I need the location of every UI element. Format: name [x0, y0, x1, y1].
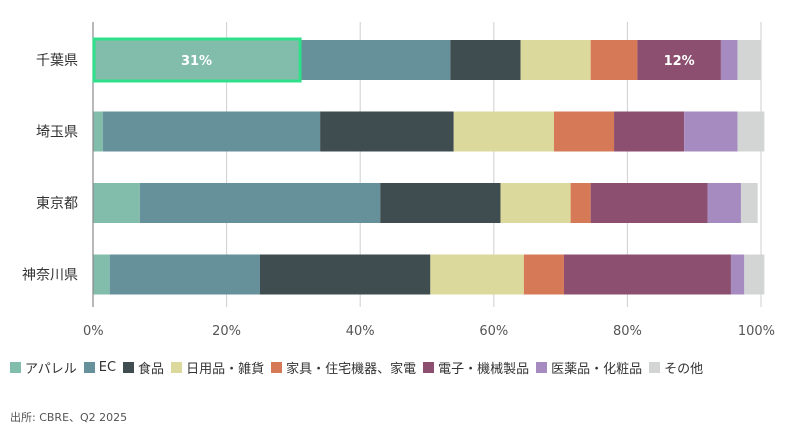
source-note: 出所: CBRE、Q2 2025 — [10, 411, 128, 424]
legend-label: 医薬品・化粧品 — [551, 362, 643, 377]
bar-segment — [320, 111, 454, 152]
bar-segment — [139, 183, 381, 223]
legend-swatch — [423, 362, 435, 373]
legend-item: その他 — [649, 358, 703, 377]
bar-segment — [637, 40, 721, 80]
bar-segment — [103, 111, 321, 152]
bar-segment — [553, 111, 615, 152]
bar-segment — [109, 254, 260, 295]
legend-item: 電子・機械製品 — [423, 358, 529, 377]
legend-swatch — [10, 362, 21, 373]
x-tick-label: 60% — [479, 324, 508, 339]
bar-segment — [684, 111, 738, 152]
x-tick-label: 0% — [83, 324, 104, 339]
x-tick-label: 100% — [738, 324, 775, 339]
x-tick-label: 80% — [613, 324, 642, 339]
bar-segment — [520, 40, 591, 80]
legend-label: アパレル — [25, 362, 77, 377]
legend-label: その他 — [664, 362, 704, 377]
bar-segment — [260, 254, 431, 295]
bar-segment — [430, 254, 524, 295]
legend-swatch — [271, 362, 283, 373]
category-label: 東京都 — [36, 196, 78, 212]
bar-segment — [453, 111, 554, 152]
bar-segment — [93, 183, 140, 223]
bar-segment — [737, 111, 765, 152]
legend-swatch — [649, 362, 661, 373]
legend: アパレル EC 食品 日用品・雑貨 家具・住宅機器、家電 電子・機械製品 医薬品・化粧品 その… — [10, 358, 710, 377]
x-tick-label: 20% — [212, 324, 241, 339]
legend-swatch — [171, 362, 183, 373]
bar-segment — [590, 183, 708, 223]
bar-segment — [744, 254, 765, 295]
data-label: 31% — [181, 54, 212, 69]
category-label: 千葉県 — [36, 53, 78, 69]
bar-segment — [737, 40, 761, 80]
legend-swatch — [83, 362, 95, 373]
bar-segment — [707, 183, 741, 223]
bar-segment — [740, 183, 758, 223]
bar-segment — [730, 254, 745, 295]
legend-item: 日用品・雑貨 — [171, 358, 264, 377]
bar-segment — [93, 111, 104, 152]
x-tick-label: 40% — [346, 324, 375, 339]
bar-segment — [380, 183, 501, 223]
bar-segment — [450, 40, 521, 80]
bar-segment — [720, 40, 738, 80]
legend-label: EC — [98, 360, 117, 375]
category-label: 埼玉県 — [36, 125, 78, 141]
legend-label: 電子・機械製品 — [438, 362, 530, 377]
legend-label: 日用品・雑貨 — [186, 362, 265, 377]
bar-segment — [590, 40, 638, 80]
legend-item: EC — [83, 360, 117, 375]
bar-segment — [614, 111, 685, 152]
legend-label: 食品 — [138, 362, 165, 377]
legend-label: 家具・住宅機器、家電 — [286, 362, 417, 377]
bar-segment — [563, 254, 731, 295]
bar-segment — [300, 40, 451, 80]
bar-segment — [93, 40, 301, 80]
data-label: 12% — [664, 54, 695, 69]
bar-segment — [570, 183, 591, 223]
category-label: 神奈川県 — [22, 268, 78, 284]
legend-swatch — [536, 362, 548, 373]
legend-swatch — [123, 362, 135, 373]
bar-segment — [500, 183, 571, 223]
bar-segment — [523, 254, 564, 295]
bar-segment — [93, 254, 110, 295]
legend-item: 食品 — [123, 358, 164, 377]
legend-item: 家具・住宅機器、家電 — [271, 358, 416, 377]
legend-item: 医薬品・化粧品 — [536, 358, 642, 377]
legend-item: アパレル — [10, 358, 77, 377]
highlight-box — [92, 37, 302, 83]
